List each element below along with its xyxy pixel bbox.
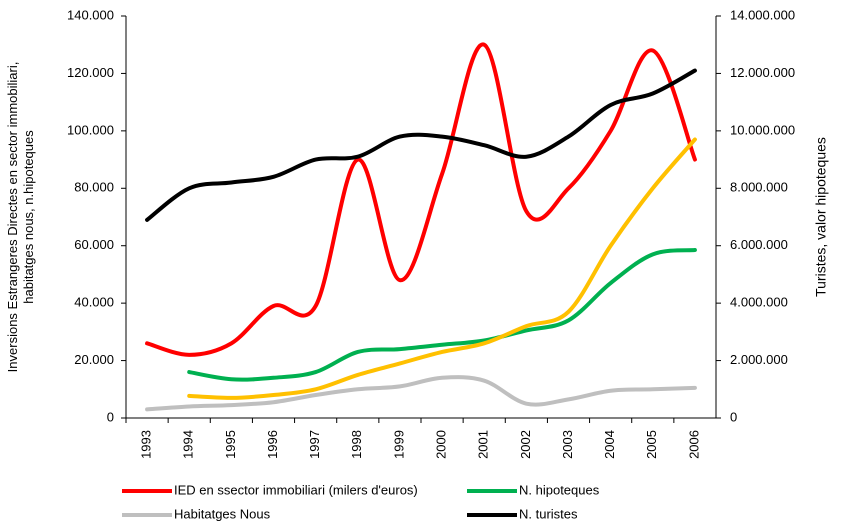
series-line — [145, 68, 697, 222]
y-axis-label: Inversions Estrangeres Directes en secto… — [6, 62, 37, 373]
x-tick-label: 1994 — [181, 430, 196, 459]
x-tick-label: 1998 — [349, 430, 364, 459]
y2-tick-label: 0 — [730, 409, 737, 424]
y2-tick-label: 2.000.000 — [730, 352, 788, 367]
legend-label: N. hipoteques — [519, 482, 600, 497]
x-tick-label: 2002 — [518, 430, 533, 459]
y2-axis-label: Turistes, valor hipoteques — [813, 137, 829, 297]
x-tick-label: 1997 — [307, 430, 322, 459]
y-tick-label: 40.000 — [74, 295, 114, 310]
y2-tick-label: 8.000.000 — [730, 180, 788, 195]
y-tick-label: 140.000 — [67, 7, 114, 22]
y2-tick-label: 10.000.000 — [730, 122, 795, 137]
y-tick-label: 20.000 — [74, 352, 114, 367]
y-tick-label: 120.000 — [67, 65, 114, 80]
y2-tick-label: 4.000.000 — [730, 295, 788, 310]
y-tick-label: 60.000 — [74, 237, 114, 252]
legend-label: Habitatges Nous — [174, 506, 271, 521]
y2-tick-label: 12.000.000 — [730, 65, 795, 80]
series-line — [187, 248, 697, 382]
legend-label: N. turistes — [519, 506, 578, 521]
y2-tick-label: 6.000.000 — [730, 237, 788, 252]
series-line — [145, 42, 697, 357]
y-tick-label: 100.000 — [67, 122, 114, 137]
y-tick-label: 80.000 — [74, 180, 114, 195]
x-tick-label: 1993 — [139, 430, 154, 459]
x-tick-label: 1996 — [265, 430, 280, 459]
series-line — [145, 375, 697, 412]
x-tick-label: 2005 — [644, 430, 659, 459]
x-tick-label: 2004 — [602, 430, 617, 459]
x-tick-label: 2003 — [560, 430, 575, 459]
y-axis-label-line: habitatges nous, n.hipoteques — [21, 130, 36, 304]
x-tick-label: 2001 — [476, 430, 491, 459]
x-tick-label: 1999 — [391, 430, 406, 459]
legend-label: IED en ssector immobiliari (milers d'eur… — [174, 482, 418, 497]
x-tick-label: 1995 — [223, 430, 238, 459]
x-tick-label: 2000 — [434, 430, 449, 459]
x-tick-label: 2006 — [686, 430, 701, 459]
series-line — [187, 137, 697, 400]
y-tick-label: 0 — [107, 409, 114, 424]
y2-tick-label: 14.000.000 — [730, 7, 795, 22]
y-axis-label-line: Inversions Estrangeres Directes en secto… — [6, 62, 21, 373]
